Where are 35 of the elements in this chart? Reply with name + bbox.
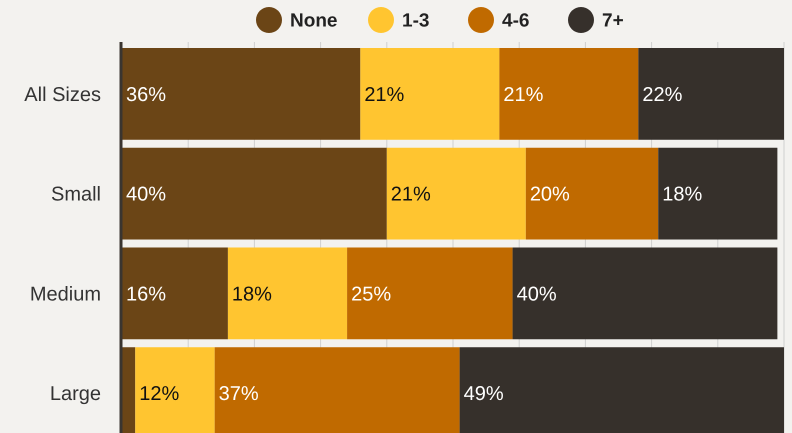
bar: [347, 247, 513, 340]
legend-label: None: [290, 10, 338, 32]
data-label: 25%: [351, 283, 392, 306]
data-label: 21%: [364, 84, 405, 106]
data-label: 36%: [126, 84, 166, 106]
data-label: 37%: [218, 383, 259, 406]
bar: [638, 48, 784, 140]
data-label: 20%: [530, 184, 570, 206]
data-label: 40%: [516, 283, 557, 306]
bar: [122, 247, 228, 340]
y-tick-label: All Sizes: [24, 84, 101, 106]
bar: [512, 247, 778, 340]
data-label: 49%: [464, 383, 504, 406]
legend-label: 4-6: [502, 10, 530, 32]
data-label: 22%: [642, 84, 683, 106]
bar: [360, 48, 500, 140]
bar: [658, 148, 778, 240]
y-tick-label: Small: [50, 184, 101, 206]
data-label: 21%: [503, 84, 544, 106]
bar: [122, 148, 387, 240]
bar: [499, 48, 638, 140]
legend-label: 1-3: [402, 10, 430, 32]
y-tick-label: Large: [50, 383, 101, 406]
bar: [386, 148, 526, 240]
data-label: 18%: [662, 184, 702, 206]
bar: [228, 247, 348, 340]
bar: [526, 148, 658, 240]
y-tick-label: Medium: [30, 283, 101, 306]
bar: [122, 48, 360, 140]
data-label: 21%: [390, 184, 432, 206]
data-label: 40%: [126, 184, 166, 206]
data-label: 12%: [139, 383, 180, 406]
data-label: 16%: [126, 283, 166, 306]
legend-label: 7+: [602, 10, 624, 32]
data-label: 18%: [232, 283, 272, 306]
